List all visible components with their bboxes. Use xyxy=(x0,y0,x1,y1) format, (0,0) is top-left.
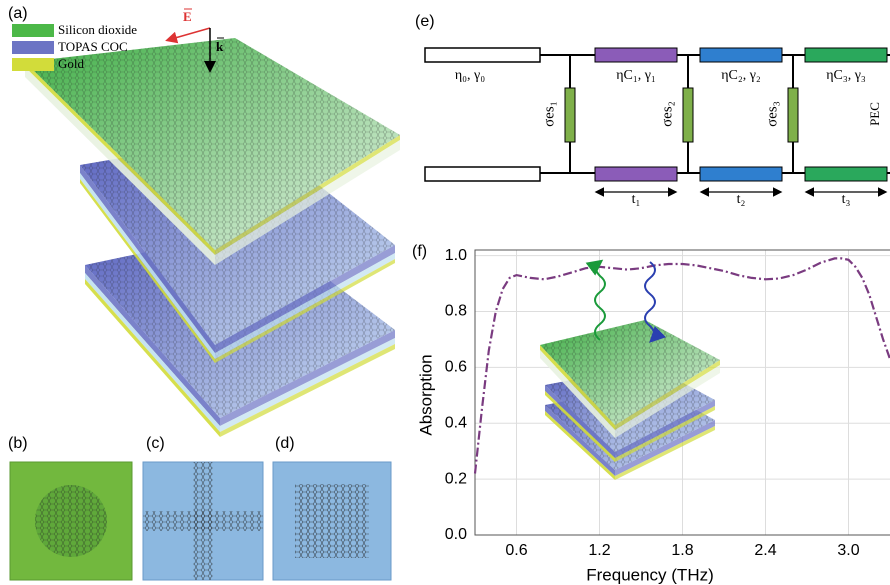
e-label: E xyxy=(183,9,192,24)
slab-side xyxy=(80,165,215,353)
slab-side xyxy=(220,330,395,426)
legend-label: Gold xyxy=(58,56,85,71)
slab-side xyxy=(615,360,720,430)
x-axis-label: Frequency (THz) xyxy=(586,565,714,584)
disk-lattice xyxy=(35,485,107,557)
port-line xyxy=(424,47,541,63)
slab-side xyxy=(545,405,615,476)
legend-swatch xyxy=(12,58,54,71)
layer-stack xyxy=(25,38,400,437)
slab-side xyxy=(540,350,615,438)
unit-cell-d xyxy=(272,461,392,581)
panel-label: (b) xyxy=(8,435,28,452)
shunt xyxy=(787,87,799,143)
line-section xyxy=(804,47,888,63)
shunt xyxy=(682,87,694,143)
slab-side xyxy=(80,173,215,359)
unit-cell-b xyxy=(9,461,133,581)
line-section xyxy=(594,47,678,63)
axis-frame xyxy=(474,249,890,536)
slab-side xyxy=(215,253,395,359)
slab-side xyxy=(25,67,215,265)
y-tick-label: 0.8 xyxy=(445,303,467,320)
slab-side xyxy=(545,411,615,480)
slab-side xyxy=(215,140,400,265)
line-section xyxy=(804,166,888,182)
slab-side xyxy=(85,273,220,432)
shunt-label: σes₂ xyxy=(659,101,675,127)
slab-side xyxy=(615,400,715,458)
graphene-lattice xyxy=(540,320,720,425)
y-tick-label: 1.0 xyxy=(445,247,467,264)
slab-side xyxy=(220,344,395,437)
layer-label: ηC₃, γ₃ xyxy=(826,68,866,83)
panel-label: (e) xyxy=(415,13,435,30)
y-tick-label: 0.4 xyxy=(445,414,467,431)
slab-side xyxy=(215,135,400,255)
legend: Silicon dioxide TOPAS COC Gold xyxy=(12,22,137,71)
thickness-label: t₂ xyxy=(737,192,746,207)
panel-label: (a) xyxy=(8,5,28,22)
line-section xyxy=(594,166,678,182)
shunt xyxy=(564,87,576,143)
y-tick-label: 0.0 xyxy=(445,526,467,543)
slab-side xyxy=(215,245,395,353)
line-section xyxy=(699,47,783,63)
x-tick-label: 1.2 xyxy=(588,542,610,559)
x-tick-label: 3.0 xyxy=(837,542,859,559)
legend-label: TOPAS COC xyxy=(58,39,128,54)
legend-swatch xyxy=(12,41,54,54)
y-tick-label: 0.2 xyxy=(445,470,467,487)
port-label: η₀, γ₀ xyxy=(455,68,485,83)
inset-stack xyxy=(540,320,720,480)
layer-label: ηC₁, γ₁ xyxy=(616,68,656,83)
line-section xyxy=(699,166,783,182)
wave-in xyxy=(644,261,667,343)
slab-side xyxy=(220,338,395,432)
patch xyxy=(295,484,369,558)
y-tick-label: 0.6 xyxy=(445,359,467,376)
slab-side xyxy=(615,420,715,476)
data-line xyxy=(473,257,890,474)
wave-out xyxy=(585,259,606,341)
k-label: k xyxy=(216,39,224,54)
layer-label: ηC₂, γ₂ xyxy=(721,68,761,83)
port-line xyxy=(424,166,541,182)
circuit xyxy=(424,47,890,197)
legend-swatch xyxy=(12,24,54,37)
slab-side xyxy=(25,62,215,255)
thickness-label: t₃ xyxy=(842,192,851,207)
slab-side xyxy=(615,426,715,480)
slab-side xyxy=(80,179,215,363)
slab-side xyxy=(615,365,720,438)
panel-label: (d) xyxy=(275,435,295,452)
e-vector xyxy=(165,27,211,44)
shunt-label: σes₁ xyxy=(541,101,557,127)
slab-side xyxy=(540,345,615,430)
thickness-label: t₁ xyxy=(632,192,641,207)
legend-label: Silicon dioxide xyxy=(58,22,137,37)
panel-label: (f) xyxy=(412,243,427,260)
x-tick-label: 2.4 xyxy=(754,542,776,559)
slab-side xyxy=(615,406,715,462)
unit-cell-c xyxy=(142,461,264,581)
slab-side xyxy=(215,259,395,363)
slab-side xyxy=(545,391,615,462)
cross xyxy=(143,511,263,531)
x-tick-label: 1.8 xyxy=(671,542,693,559)
termination-label: PEC xyxy=(867,102,882,126)
panel-label: (c) xyxy=(146,435,165,452)
x-tick-label: 0.6 xyxy=(505,542,527,559)
shunt-label: σes₃ xyxy=(764,101,780,127)
slab-side xyxy=(85,279,220,437)
slab-side xyxy=(545,385,615,458)
graphene-lattice xyxy=(25,38,400,250)
slab-side xyxy=(85,265,220,426)
y-axis-label: Absorption xyxy=(416,354,435,435)
